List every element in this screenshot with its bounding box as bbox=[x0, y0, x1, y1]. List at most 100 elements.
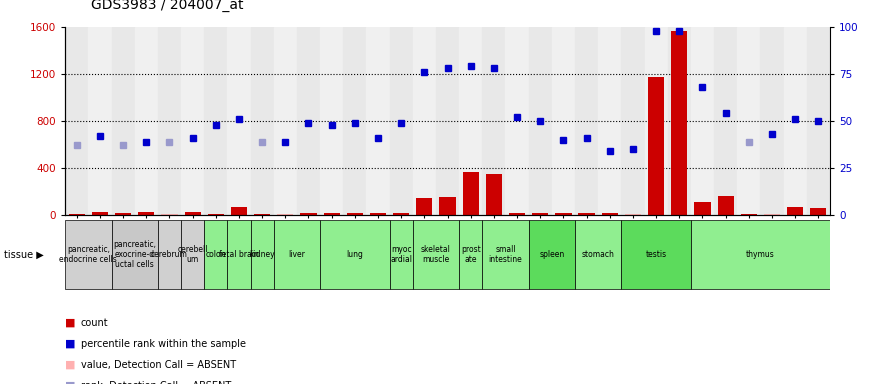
Bar bbox=[208, 214, 224, 215]
Bar bbox=[579, 213, 594, 215]
Bar bbox=[320, 220, 389, 289]
Bar bbox=[436, 27, 459, 215]
Bar bbox=[231, 207, 247, 215]
Bar bbox=[343, 27, 367, 215]
Text: spleen: spleen bbox=[539, 250, 565, 259]
Bar bbox=[459, 220, 482, 289]
Bar bbox=[162, 214, 177, 215]
Bar bbox=[509, 213, 525, 215]
Text: value, Detection Call = ABSENT: value, Detection Call = ABSENT bbox=[81, 360, 236, 370]
Text: stomach: stomach bbox=[581, 250, 614, 259]
Text: myoc
ardial: myoc ardial bbox=[390, 245, 412, 264]
Text: rank, Detection Call = ABSENT: rank, Detection Call = ABSENT bbox=[81, 381, 231, 384]
Text: tissue ▶: tissue ▶ bbox=[4, 249, 44, 260]
Text: GDS3983 / 204007_at: GDS3983 / 204007_at bbox=[91, 0, 243, 12]
Bar bbox=[370, 213, 386, 215]
Bar bbox=[181, 27, 204, 215]
Bar bbox=[760, 27, 784, 215]
Bar bbox=[250, 27, 274, 215]
Bar bbox=[413, 27, 436, 215]
Bar bbox=[737, 27, 760, 215]
Text: thymus: thymus bbox=[746, 250, 775, 259]
Bar bbox=[740, 214, 757, 215]
Bar bbox=[598, 27, 621, 215]
Bar bbox=[691, 27, 714, 215]
Bar bbox=[65, 27, 89, 215]
Bar bbox=[462, 172, 479, 215]
Text: percentile rank within the sample: percentile rank within the sample bbox=[81, 339, 246, 349]
Bar bbox=[601, 213, 618, 215]
Bar bbox=[718, 195, 733, 215]
Bar bbox=[389, 220, 413, 289]
Bar bbox=[528, 27, 552, 215]
Bar bbox=[555, 213, 572, 215]
Bar bbox=[486, 174, 502, 215]
Text: liver: liver bbox=[289, 250, 305, 259]
Bar bbox=[532, 213, 548, 215]
Bar bbox=[158, 27, 181, 215]
Bar bbox=[787, 207, 803, 215]
Bar bbox=[367, 27, 389, 215]
Text: ■: ■ bbox=[65, 381, 76, 384]
Bar bbox=[135, 27, 158, 215]
Bar bbox=[625, 214, 641, 215]
Bar bbox=[277, 214, 294, 215]
Bar bbox=[274, 27, 297, 215]
Bar bbox=[65, 220, 111, 289]
Text: testis: testis bbox=[646, 250, 667, 259]
Bar bbox=[301, 213, 316, 215]
Text: prost
ate: prost ate bbox=[461, 245, 481, 264]
Bar bbox=[393, 213, 409, 215]
Text: ■: ■ bbox=[65, 339, 76, 349]
Bar bbox=[482, 27, 506, 215]
Bar bbox=[440, 197, 455, 215]
Bar bbox=[111, 27, 135, 215]
Bar bbox=[694, 202, 711, 215]
Bar bbox=[69, 214, 85, 215]
Text: count: count bbox=[81, 318, 109, 328]
Bar bbox=[416, 198, 433, 215]
Bar bbox=[528, 220, 575, 289]
Bar bbox=[158, 220, 181, 289]
Text: pancreatic,
endocrine cells: pancreatic, endocrine cells bbox=[59, 245, 117, 264]
Bar bbox=[184, 212, 201, 215]
Bar bbox=[204, 220, 228, 289]
Bar bbox=[323, 213, 340, 215]
Text: cerebrum: cerebrum bbox=[151, 250, 188, 259]
Bar bbox=[552, 27, 575, 215]
Bar bbox=[389, 27, 413, 215]
Bar bbox=[482, 220, 528, 289]
Bar bbox=[320, 27, 343, 215]
Bar bbox=[784, 27, 806, 215]
Bar bbox=[621, 27, 645, 215]
Bar bbox=[250, 220, 274, 289]
Text: ■: ■ bbox=[65, 360, 76, 370]
Bar bbox=[228, 220, 250, 289]
Bar bbox=[204, 27, 228, 215]
Text: ■: ■ bbox=[65, 318, 76, 328]
Bar bbox=[667, 27, 691, 215]
Bar bbox=[111, 220, 158, 289]
Bar bbox=[575, 220, 621, 289]
Bar bbox=[274, 220, 320, 289]
Text: skeletal
muscle: skeletal muscle bbox=[421, 245, 451, 264]
Bar bbox=[297, 27, 320, 215]
Bar bbox=[714, 27, 737, 215]
Bar bbox=[671, 31, 687, 215]
Bar bbox=[691, 220, 830, 289]
Bar bbox=[575, 27, 598, 215]
Text: pancreatic,
exocrine-d
uctal cells: pancreatic, exocrine-d uctal cells bbox=[113, 240, 156, 268]
Bar bbox=[810, 208, 826, 215]
Text: colon: colon bbox=[206, 250, 226, 259]
Text: cerebell
um: cerebell um bbox=[177, 245, 208, 264]
Bar bbox=[254, 214, 270, 215]
Bar bbox=[621, 220, 691, 289]
Bar bbox=[764, 214, 780, 215]
Bar bbox=[648, 77, 664, 215]
Text: fetal brain: fetal brain bbox=[219, 250, 259, 259]
Text: lung: lung bbox=[347, 250, 363, 259]
Bar bbox=[138, 212, 155, 215]
Bar bbox=[92, 212, 108, 215]
Bar bbox=[806, 27, 830, 215]
Text: small
intestine: small intestine bbox=[488, 245, 522, 264]
